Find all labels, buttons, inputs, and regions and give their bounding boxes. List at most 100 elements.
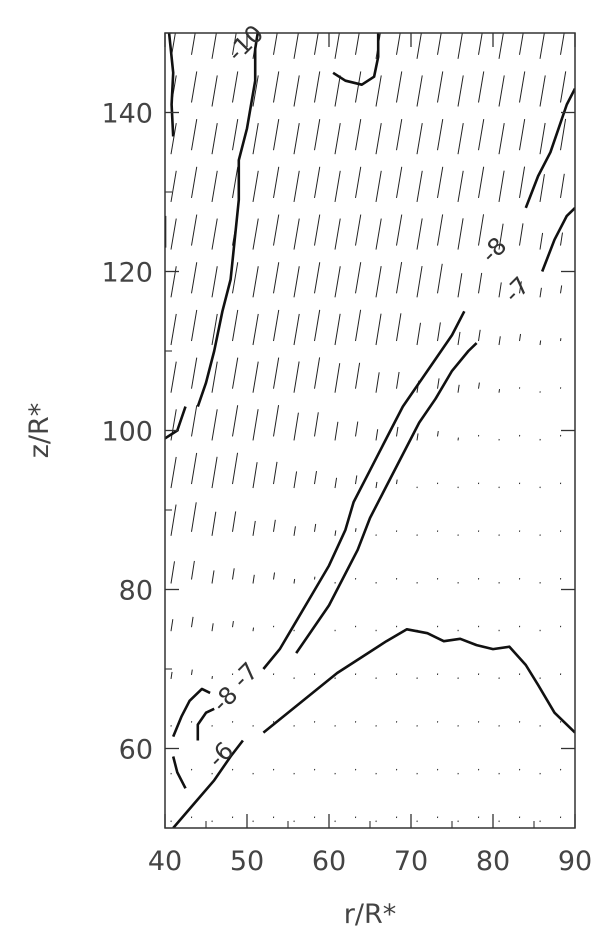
- velocity-vector: [416, 33, 422, 59]
- velocity-vector: [170, 313, 177, 346]
- velocity-vector: [334, 266, 341, 298]
- velocity-vector: [314, 357, 321, 389]
- velocity-vector: [396, 71, 403, 103]
- velocity-vector: [437, 430, 439, 437]
- y-tick-label: 60: [119, 735, 153, 766]
- velocity-vector: [314, 71, 321, 103]
- velocity-vector: [457, 170, 464, 202]
- velocity-vector: [232, 405, 239, 437]
- velocity-vector: [252, 361, 259, 393]
- velocity-vector: [211, 75, 218, 107]
- velocity-vector: [478, 329, 481, 342]
- velocity-vector: [273, 357, 280, 389]
- x-tick-label: 80: [476, 846, 510, 877]
- velocity-vector: [273, 519, 276, 532]
- velocity-vector: [191, 33, 196, 55]
- contour-line-neg6: [262, 628, 575, 734]
- velocity-vector: [273, 119, 280, 151]
- velocity-vector: [170, 123, 177, 155]
- velocity-vector: [232, 262, 239, 294]
- velocity-vector: [273, 71, 280, 103]
- velocity-vector: [416, 75, 423, 107]
- velocity-vector: [478, 166, 485, 198]
- y-tick-label: 140: [101, 99, 153, 130]
- velocity-vector: [211, 570, 215, 584]
- velocity-vector: [232, 620, 234, 628]
- velocity-vector: [355, 528, 357, 532]
- velocity-vector: [232, 309, 239, 342]
- contour-line-neg10: [196, 33, 259, 408]
- x-axis-title: r/R*: [344, 899, 396, 930]
- velocity-vector: [170, 170, 177, 202]
- velocity-vector: [314, 214, 321, 246]
- velocity-vector: [232, 33, 237, 55]
- velocity-vector: [478, 71, 485, 103]
- contour-line-neg8: [172, 739, 244, 828]
- velocity-vector: [416, 218, 423, 250]
- velocity-vector: [560, 232, 563, 246]
- velocity-vector: [375, 372, 380, 393]
- contour-line-neg8: [524, 88, 575, 209]
- velocity-vector: [539, 122, 546, 155]
- velocity-vector: [539, 174, 545, 202]
- velocity-vector: [539, 75, 546, 107]
- velocity-vector: [396, 262, 403, 294]
- velocity-vector: [437, 378, 440, 389]
- velocity-vector: [273, 461, 278, 485]
- axes: 40 50 60 70 80 90 60 80 100 120 140: [101, 32, 592, 877]
- y-axis-title: z/R*: [24, 403, 55, 459]
- velocity-vector: [334, 313, 341, 346]
- velocity-vector: [232, 119, 239, 151]
- velocity-vector: [355, 33, 360, 55]
- velocity-vector: [191, 357, 198, 389]
- velocity-vector: [273, 262, 280, 294]
- velocity-vector: [252, 574, 255, 584]
- velocity-vector: [396, 313, 402, 342]
- velocity-vector: [293, 75, 300, 107]
- velocity-vector: [519, 118, 526, 151]
- velocity-vector: [355, 214, 362, 246]
- velocity-vector: [437, 263, 443, 294]
- velocity-vector: [293, 218, 300, 250]
- contour-label: -6: [202, 736, 239, 773]
- velocity-vector: [293, 266, 300, 298]
- velocity-vector: [211, 170, 218, 202]
- velocity-vector: [457, 33, 463, 59]
- velocity-vector: [355, 71, 362, 103]
- velocity-vector: [334, 123, 341, 155]
- velocity-vector: [170, 561, 175, 584]
- velocity-vector: [498, 223, 504, 250]
- velocity-vector: [539, 33, 545, 59]
- velocity-vector: [581, 75, 586, 106]
- velocity-vector: [560, 173, 565, 198]
- velocity-vector: [170, 218, 177, 250]
- velocity-vector: [211, 313, 218, 346]
- velocity-vector: [191, 71, 198, 103]
- x-tick-label: 50: [230, 846, 264, 877]
- velocity-vector: [355, 166, 362, 198]
- velocity-vector: [293, 578, 296, 584]
- velocity-vector: [519, 223, 524, 246]
- velocity-vector: [437, 33, 442, 55]
- velocity-vector: [478, 119, 485, 151]
- velocity-vector: [581, 239, 583, 249]
- velocity-vector: [478, 382, 480, 389]
- contour-line-neg7: [295, 342, 478, 654]
- velocity-vector: [355, 475, 358, 485]
- velocity-vector: [437, 71, 444, 103]
- velocity-vector: [252, 462, 258, 489]
- velocity-vector: [211, 409, 218, 441]
- velocity-vector: [232, 452, 239, 485]
- velocity-vector: [416, 433, 419, 441]
- velocity-vector: [191, 119, 198, 151]
- y-tick-label: 120: [101, 258, 153, 289]
- velocity-vector: [581, 125, 586, 155]
- velocity-vector: [211, 361, 218, 393]
- velocity-vector: [437, 214, 444, 246]
- x-tick-label: 60: [312, 846, 346, 877]
- velocity-vector: [498, 75, 505, 107]
- velocity-vector: [334, 421, 339, 441]
- velocity-vector: [252, 266, 259, 298]
- velocity-vector: [191, 616, 194, 628]
